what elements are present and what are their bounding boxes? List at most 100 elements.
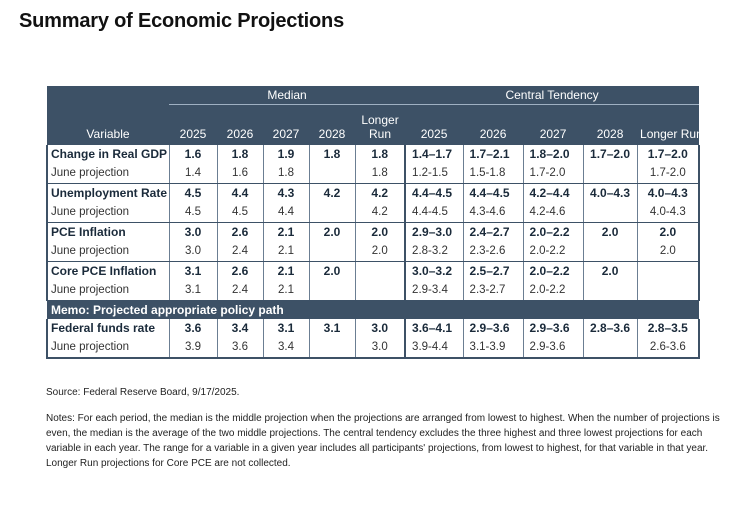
median-cell: 4.2: [354, 203, 407, 223]
central-tendency-cell: 4.0-4.3: [636, 203, 701, 223]
median-cell: 3.0: [168, 222, 217, 242]
central-tendency-cell: 3.6–4.1: [404, 319, 464, 338]
median-cell: 2.1: [262, 261, 309, 281]
median-cell: [308, 164, 355, 184]
central-tendency-cell: 2.8–3.6: [582, 319, 638, 338]
central-tendency-cell: 1.7-2.0: [522, 164, 584, 184]
median-cell: 3.9: [168, 338, 217, 359]
central-tendency-cell: 4.2-4.6: [522, 203, 584, 223]
median-cell: 2.0: [354, 222, 407, 242]
central-tendency-cell: 2.9–3.6: [522, 319, 584, 338]
central-tendency-cell: 2.3-2.6: [462, 242, 524, 262]
median-year-header: 2025: [169, 104, 217, 145]
central-tendency-cell: 2.0-2.2: [522, 281, 584, 301]
central-tendency-cell: 2.0-2.2: [522, 242, 584, 262]
table-row: Federal funds rate 3.6 3.4 3.1 3.1 3.0 3.6–4.1…: [46, 319, 701, 338]
central-tendency-cell: 2.8–3.5: [636, 319, 701, 338]
central-tendency-cell: [582, 338, 638, 359]
central-tendency-cell: 4.2–4.4: [522, 183, 584, 203]
variable-label: Unemployment Rate: [46, 183, 169, 203]
central-tendency-cell: 2.0: [582, 222, 638, 242]
central-tendency-cell: 2.3-2.7: [462, 281, 524, 301]
central-tendency-cell: [636, 261, 701, 281]
median-cell: 3.1: [168, 261, 217, 281]
june-projection-label: June projection: [46, 281, 169, 301]
central-tendency-cell: 2.5–2.7: [462, 261, 524, 281]
median-cell: 3.6: [216, 338, 263, 359]
june-projection-row: June projection 4.5 4.5 4.4 4.2 4.4-4.5 4.3-4.…: [46, 203, 701, 223]
median-cell: [308, 242, 355, 262]
june-projection-label: June projection: [46, 242, 169, 262]
memo-row: Memo: Projected appropriate policy path: [47, 300, 700, 319]
median-cell: 3.4: [216, 319, 263, 338]
central-tendency-cell: 2.0–2.2: [522, 222, 584, 242]
central-tendency-cell: 2.8-3.2: [404, 242, 464, 262]
june-projection-row: June projection 1.4 1.6 1.8 1.8 1.2-1.5 1.5-1.…: [46, 164, 701, 184]
central-year-header: 2028: [583, 104, 638, 145]
central-tendency-cell: 1.7-2.0: [636, 164, 701, 184]
central-tendency-cell: 2.0–2.2: [522, 261, 584, 281]
median-longer-run-label: Longer Run: [361, 113, 399, 141]
memo-label: Memo: Projected appropriate policy path: [47, 300, 700, 319]
median-cell: 4.4: [262, 203, 309, 223]
central-tendency-cell: 2.0: [582, 261, 638, 281]
median-cell: 1.8: [262, 164, 309, 184]
median-longer-run-header: Longer Run: [355, 104, 406, 145]
central-tendency-cell: [582, 203, 638, 223]
median-cell: 1.6: [216, 164, 263, 184]
median-cell: 4.2: [308, 183, 355, 203]
median-cell: 2.6: [216, 261, 263, 281]
table-row: PCE Inflation 3.0 2.6 2.1 2.0 2.0 2.9–3.0 2.4–2…: [46, 222, 701, 242]
central-tendency-cell: 1.5-1.8: [462, 164, 524, 184]
central-tendency-cell: 4.3-4.6: [462, 203, 524, 223]
median-cell: 2.0: [308, 222, 355, 242]
central-tendency-cell: 2.9–3.6: [462, 319, 524, 338]
central-tendency-cell: 2.9-3.4: [404, 281, 464, 301]
central-tendency-cell: 2.0: [636, 242, 701, 262]
median-cell: 3.6: [168, 319, 217, 338]
median-year-header: 2028: [309, 104, 355, 145]
median-group-header: Median: [169, 86, 406, 105]
median-cell: [308, 281, 355, 301]
central-tendency-cell: 1.2-1.5: [404, 164, 464, 184]
median-cell: 3.0: [354, 319, 407, 338]
median-cell: 3.1: [308, 319, 355, 338]
median-cell: 3.1: [262, 319, 309, 338]
median-cell: 1.8: [308, 145, 355, 164]
central-tendency-cell: 4.4–4.5: [462, 183, 524, 203]
median-cell: 2.1: [262, 222, 309, 242]
median-cell: 4.2: [354, 183, 407, 203]
header-blank: [47, 86, 169, 105]
median-cell: 2.4: [216, 242, 263, 262]
page-title: Summary of Economic Projections: [19, 10, 344, 32]
median-cell: 1.4: [168, 164, 217, 184]
median-cell: 1.8: [354, 164, 407, 184]
june-projection-row: June projection 3.9 3.6 3.4 3.0 3.9-4.4 3.1-3.…: [46, 338, 701, 359]
central-tendency-cell: 3.9-4.4: [404, 338, 464, 359]
median-cell: 3.0: [354, 338, 407, 359]
central-tendency-cell: 2.9-3.6: [522, 338, 584, 359]
median-cell: 2.1: [262, 281, 309, 301]
notes-text: Notes: For each period, the median is th…: [46, 413, 720, 469]
central-year-header: 2027: [523, 104, 584, 145]
central-tendency-cell: [582, 242, 638, 262]
column-header-row: Variable 2025 2026 2027 2028 Longer Run …: [47, 104, 700, 145]
central-tendency-cell: 4.0–4.3: [636, 183, 701, 203]
central-tendency-cell: 2.9–3.0: [404, 222, 464, 242]
table-row: Change in Real GDP 1.6 1.8 1.9 1.8 1.8 1.4–1.7…: [46, 145, 701, 164]
central-tendency-cell: 1.8–2.0: [522, 145, 584, 164]
june-projection-row: June projection 3.1 2.4 2.1 2.9-3.4 2.3-2.7 2.…: [46, 281, 701, 301]
variable-label: Core PCE Inflation: [46, 261, 169, 281]
central-tendency-cell: 3.0–3.2: [404, 261, 464, 281]
source-note: Source: Federal Reserve Board, 9/17/2025…: [46, 387, 240, 398]
median-cell: 1.6: [168, 145, 217, 164]
projections-table: Median Central Tendency Variable 2025 20…: [46, 86, 701, 359]
june-projection-row: June projection 3.0 2.4 2.1 2.0 2.8-3.2 2.3-2.…: [46, 242, 701, 262]
median-cell: 1.8: [216, 145, 263, 164]
median-cell: 1.9: [262, 145, 309, 164]
table-row: Core PCE Inflation 3.1 2.6 2.1 2.0 3.0–3.2 2.5…: [46, 261, 701, 281]
central-tendency-cell: 1.7–2.0: [582, 145, 638, 164]
central-longer-run-header: Longer Run: [637, 104, 700, 145]
central-tendency-cell: [582, 164, 638, 184]
median-cell: 2.0: [308, 261, 355, 281]
